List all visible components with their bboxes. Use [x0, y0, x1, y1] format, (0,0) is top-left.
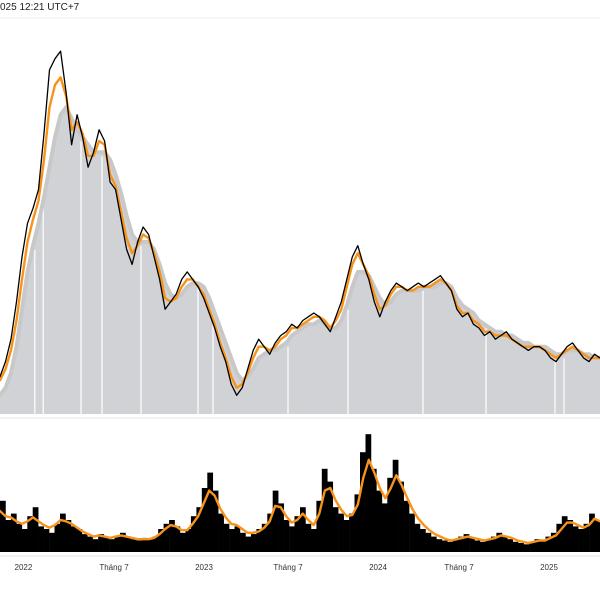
- volume-bar: [147, 539, 153, 552]
- volume-bar: [66, 520, 72, 552]
- volume-bar: [251, 534, 257, 552]
- time-axis: 2022 Tháng 7 2023 Tháng 7 2024 Tháng 7 2025: [15, 563, 559, 572]
- volume-bar: [524, 544, 530, 552]
- volume-bar: [404, 501, 410, 552]
- volume-bar: [366, 434, 372, 552]
- price-area-fill: [0, 107, 600, 414]
- volume-bar: [426, 533, 432, 552]
- volume-bar: [186, 529, 192, 552]
- volume-bar: [207, 473, 213, 552]
- volume-bar: [322, 469, 328, 552]
- volume-bar: [311, 529, 317, 552]
- volume-bar: [136, 541, 142, 553]
- volume-bar: [393, 460, 399, 552]
- volume-bar: [344, 520, 350, 552]
- volume-bar: [175, 526, 181, 552]
- volume-bar: [595, 520, 600, 552]
- volume-bar: [518, 543, 524, 552]
- volume-bar: [447, 542, 453, 552]
- volume-bar: [6, 520, 12, 552]
- x-tick-label: Tháng 7: [444, 563, 474, 572]
- x-tick-label: 2023: [195, 563, 213, 572]
- volume-bar: [306, 524, 312, 552]
- volume-bar: [115, 537, 121, 552]
- x-tick-label: 2022: [15, 563, 33, 572]
- volume-bar: [240, 533, 246, 552]
- volume-bar: [33, 507, 39, 552]
- volume-bar: [44, 529, 50, 552]
- volume-bar: [224, 524, 230, 552]
- chart-timestamp: 025 12:21 UTC+7: [0, 2, 79, 13]
- volume-bar: [229, 529, 235, 552]
- volume-bar: [480, 542, 486, 552]
- volume-bar: [284, 520, 290, 552]
- volume-bar: [540, 541, 546, 553]
- x-tick-label: 2024: [369, 563, 387, 572]
- volume-bar: [420, 529, 426, 552]
- x-tick-label: Tháng 7: [99, 563, 129, 572]
- volume-bar: [38, 526, 44, 552]
- volume-bar: [436, 539, 442, 552]
- volume-bar: [246, 537, 252, 552]
- volume-bar: [87, 537, 93, 552]
- volume-bar: [109, 539, 115, 552]
- volume-bar: [507, 539, 513, 552]
- volume-bar: [289, 526, 295, 552]
- volume-bar: [49, 533, 55, 552]
- volume-bar: [513, 542, 519, 552]
- volume-bar: [76, 529, 82, 552]
- volume-bar: [442, 541, 448, 553]
- volume-bar: [126, 537, 132, 552]
- volume-bar: [502, 537, 508, 552]
- volume-bar: [360, 452, 366, 552]
- volume-bar: [131, 539, 137, 552]
- volume-bar: [22, 529, 28, 552]
- volume-bar: [475, 541, 481, 553]
- volume-bar: [180, 533, 186, 552]
- volume-bar: [382, 503, 388, 552]
- volume-bar: [71, 526, 77, 552]
- volume-bar: [104, 537, 110, 552]
- volume-bar: [235, 526, 241, 552]
- volume-bar: [573, 526, 579, 552]
- volume-bar: [333, 507, 339, 552]
- x-tick-label: 2025: [540, 563, 558, 572]
- price-panel: [0, 51, 600, 414]
- volume-bar: [273, 491, 279, 552]
- volume-bar: [0, 501, 6, 552]
- volume-bar: [567, 520, 573, 552]
- volume-bar: [349, 514, 355, 552]
- volume-bar: [431, 537, 437, 552]
- volume-bar: [338, 514, 344, 552]
- volume-bar: [415, 524, 421, 552]
- volume-bar: [409, 514, 415, 552]
- volume-bar: [578, 529, 584, 552]
- volume-bar: [93, 539, 99, 552]
- volume-bar: [55, 524, 61, 552]
- volume-panel: [0, 434, 600, 552]
- volume-bar: [398, 482, 404, 552]
- volume-bar: [82, 534, 88, 552]
- volume-bar: [218, 514, 224, 552]
- volume-bar: [376, 491, 382, 552]
- volume-bar: [371, 469, 377, 552]
- volume-bar: [16, 524, 22, 552]
- volume-bar: [469, 538, 475, 552]
- x-tick-label: Tháng 7: [273, 563, 303, 572]
